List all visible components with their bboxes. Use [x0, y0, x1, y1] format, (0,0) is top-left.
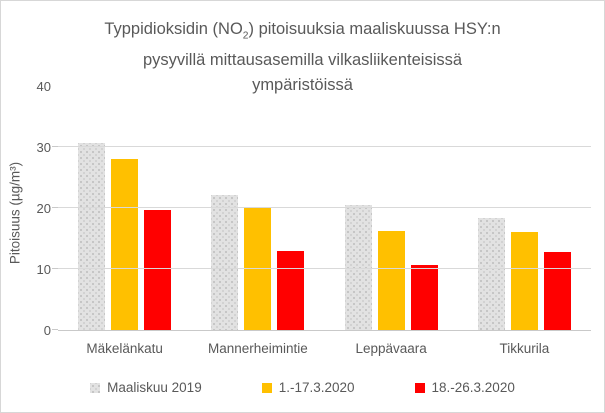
y-tick-label-0: 0	[43, 323, 51, 338]
legend-marker-maaliskuu-2019	[90, 382, 101, 393]
bar-18-26-3-2020-leppävaara	[410, 264, 438, 330]
gridline-30	[58, 146, 591, 147]
legend-marker-18-26-3-2020	[414, 382, 425, 393]
bar-18-26-3-2020-mäkelänkatu	[144, 209, 172, 330]
bar-maaliskuu-2019-tikkurila	[477, 217, 505, 330]
legend-label-18-26-3-2020: 18.-26.3.2020	[431, 380, 515, 395]
y-tick-label-10: 10	[36, 262, 51, 277]
bar-maaliskuu-2019-leppävaara	[344, 204, 372, 330]
category-label-leppävaara: Leppävaara	[355, 341, 427, 356]
bar-groups	[58, 87, 591, 330]
legend-item-18-26-3-2020: 18.-26.3.2020	[414, 380, 515, 395]
y-tick-label-30: 30	[36, 140, 51, 155]
y-axis-tick-labels: 0 10 20 30 40	[1, 79, 51, 338]
bar-maaliskuu-2019-mannerheimintie	[211, 194, 239, 330]
x-axis-category-labels: Mäkelänkatu Mannerheimintie Leppävaara Tikk…	[58, 341, 591, 356]
chart-title-line2: pysyvillä mittausasemilla vilkasliikente…	[142, 51, 463, 70]
legend-item-1-17-3-2020: 1.-17.3.2020	[261, 380, 355, 395]
bar-18-26-3-2020-mannerheimintie	[277, 250, 305, 330]
legend: Maaliskuu 2019 1.-17.3.2020 18.-26.3.2020	[1, 380, 604, 395]
legend-label-maaliskuu-2019: Maaliskuu 2019	[107, 380, 202, 395]
gridline-10	[58, 268, 591, 269]
bar-1-17-3-2020-mäkelänkatu	[111, 159, 139, 330]
bar-18-26-3-2020-tikkurila	[543, 251, 571, 330]
legend-label-1-17-3-2020: 1.-17.3.2020	[278, 380, 355, 395]
plot-area	[52, 87, 591, 331]
chart-title-line3: ympäristöissä	[252, 76, 353, 95]
bar-1-17-3-2020-tikkurila	[510, 232, 538, 330]
legend-item-maaliskuu-2019: Maaliskuu 2019	[90, 380, 202, 395]
chart-title-line1: Typpidioksidin (NO2) pitoisuuksia maalis…	[104, 20, 501, 42]
bar-group-mäkelänkatu	[58, 87, 191, 330]
category-label-tikkurila: Tikkurila	[499, 341, 550, 356]
category-label-mannerheimintie: Mannerheimintie	[207, 341, 308, 356]
bar-group-leppävaara	[325, 87, 458, 330]
y-tick-label-40: 40	[36, 79, 51, 94]
gridline-20	[58, 207, 591, 208]
y-tick-label-20: 20	[36, 201, 51, 216]
chart-title: Typpidioksidin (NO2) pitoisuuksia maalis…	[1, 17, 604, 98]
bar-1-17-3-2020-mannerheimintie	[244, 208, 272, 330]
y-tick-mark-0	[52, 329, 58, 330]
category-label-mäkelänkatu: Mäkelänkatu	[86, 341, 163, 356]
bar-group-mannerheimintie	[191, 87, 324, 330]
bar-group-tikkurila	[458, 87, 591, 330]
y-tick-mark-20	[52, 207, 58, 208]
no2-subscript: 2	[242, 30, 249, 42]
bar-maaliskuu-2019-mäkelänkatu	[78, 142, 106, 330]
legend-marker-1-17-3-2020	[261, 382, 272, 393]
y-tick-mark-30	[52, 146, 58, 147]
bar-1-17-3-2020-leppävaara	[377, 231, 405, 330]
y-tick-mark-10	[52, 268, 58, 269]
